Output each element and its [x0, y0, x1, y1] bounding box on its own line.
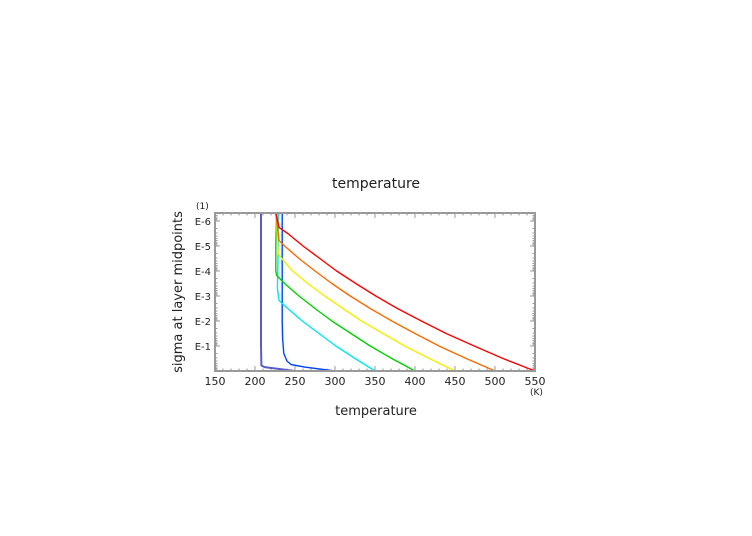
- series-line-5: [275, 212, 496, 372]
- series-line-1: [281, 213, 336, 372]
- y-tick-label: E-4: [195, 267, 211, 278]
- y-tick-label: E-3: [195, 292, 211, 303]
- y-unit: (1): [196, 202, 209, 212]
- x-tick-label: 250: [285, 375, 306, 388]
- y-tick-label: E-1: [195, 342, 211, 353]
- chart-title: temperature: [332, 176, 420, 192]
- series-line-2: [276, 213, 376, 372]
- y-axis-label: sigma at layer midpoints: [171, 211, 186, 373]
- x-tick-label: 450: [445, 375, 466, 388]
- x-tick-label: 200: [245, 375, 266, 388]
- x-tick-label: 350: [365, 375, 386, 388]
- plot-frame: [214, 212, 536, 372]
- y-tick-label: E-2: [195, 317, 211, 328]
- x-axis-label: temperature: [335, 404, 417, 419]
- y-tick-label: E-5: [195, 242, 211, 253]
- x-tick-label: 400: [405, 375, 426, 388]
- series-line-4: [275, 213, 456, 372]
- x-tick-label: 550: [525, 375, 546, 388]
- y-tick-label: E-6: [195, 217, 211, 228]
- x-tick-label: 500: [485, 375, 506, 388]
- x-unit: (K): [530, 388, 543, 398]
- series-line-6: [275, 212, 536, 372]
- x-tick-label: 150: [205, 375, 226, 388]
- series-line-0: [260, 213, 296, 372]
- x-tick-label: 300: [325, 375, 346, 388]
- series-line-3: [275, 212, 416, 372]
